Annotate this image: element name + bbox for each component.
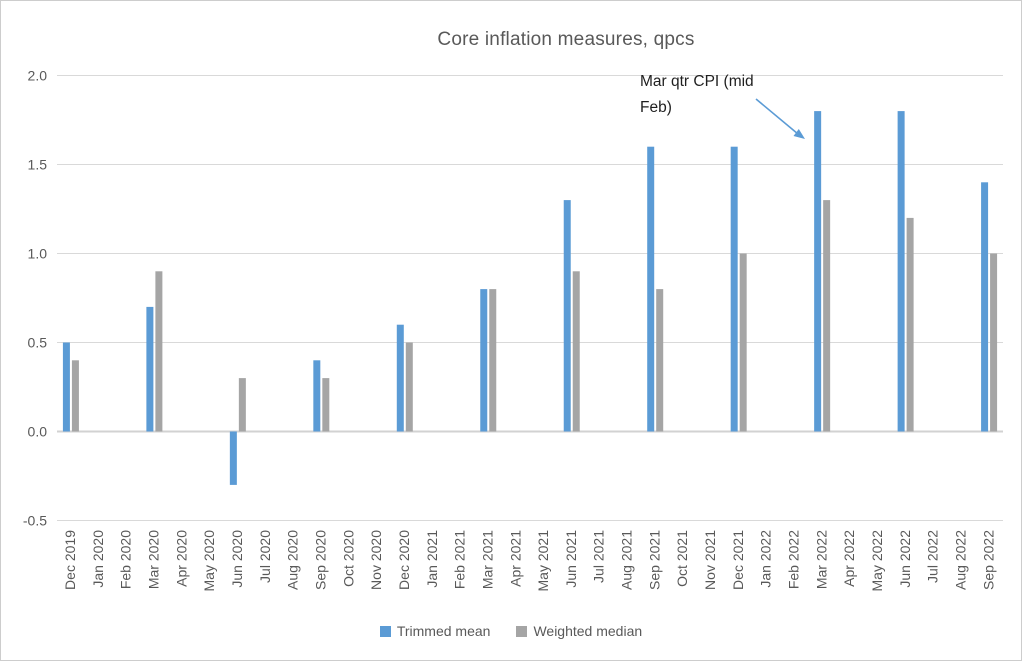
bar-trimmed-mean [480, 289, 488, 432]
y-tick-label: 0.5 [28, 335, 48, 351]
x-tick-label: Dec 2021 [730, 530, 746, 590]
x-tick-label: Sep 2020 [313, 530, 329, 590]
y-tick-label: 1.5 [28, 157, 48, 173]
bar-weighted-median [739, 253, 747, 432]
bar-weighted-median [656, 289, 664, 432]
bar-trimmed-mean [229, 431, 237, 485]
x-tick-label: Sep 2022 [980, 530, 996, 590]
annotation-arrow-head [793, 129, 805, 139]
annotation-arrow-line [755, 98, 799, 135]
x-tick-label: Jul 2021 [591, 530, 607, 583]
y-tick-label: -0.5 [23, 513, 47, 529]
annotation-line-2: Feb) [640, 99, 672, 116]
bar-weighted-median [238, 378, 246, 432]
x-tick-label: Oct 2020 [340, 530, 356, 587]
chart-legend: Trimmed mean Weighted median [1, 623, 1021, 639]
x-tick-label: May 2021 [535, 530, 551, 592]
bar-trimmed-mean [814, 111, 822, 432]
bar-weighted-median [405, 342, 413, 432]
x-tick-label: Aug 2022 [952, 530, 968, 590]
y-tick-label: 0.0 [28, 424, 48, 440]
x-tick-label: Aug 2021 [619, 530, 635, 590]
legend-item-weighted-median: Weighted median [516, 623, 642, 639]
bar-trimmed-mean [897, 111, 905, 432]
annotation-text: Mar qtr CPI (mid Feb) [640, 69, 802, 121]
x-tick-label: Dec 2019 [62, 530, 78, 590]
bar-trimmed-mean [730, 146, 738, 432]
x-tick-label: Jun 2020 [229, 530, 245, 588]
bar-trimmed-mean [647, 146, 655, 432]
x-tick-label: Apr 2021 [507, 530, 523, 587]
x-tick-label: Feb 2022 [786, 530, 802, 589]
x-tick-label: Feb 2021 [452, 530, 468, 589]
y-tick-label: 2.0 [28, 68, 48, 84]
legend-label-trimmed-mean: Trimmed mean [396, 623, 491, 639]
x-tick-label: Mar 2020 [146, 530, 162, 589]
bar-trimmed-mean [563, 200, 571, 432]
legend-swatch-trimmed-mean [379, 625, 391, 637]
bar-weighted-median [71, 360, 79, 432]
x-tick-label: May 2022 [869, 530, 885, 592]
bar-trimmed-mean [981, 182, 989, 432]
chart-title: Core inflation measures, qpcs [437, 29, 695, 50]
x-tick-label: Jun 2021 [563, 530, 579, 588]
legend-swatch-weighted-median [516, 625, 528, 637]
x-tick-label: Nov 2021 [702, 530, 718, 590]
x-tick-label: Nov 2020 [368, 530, 384, 590]
bar-weighted-median [489, 289, 497, 432]
bar-trimmed-mean [62, 342, 70, 432]
bar-weighted-median [990, 253, 998, 432]
legend-label-weighted-median: Weighted median [533, 623, 643, 639]
bar-trimmed-mean [313, 360, 321, 432]
bar-trimmed-mean [146, 306, 154, 432]
x-tick-label: Mar 2021 [479, 530, 495, 589]
x-tick-label: Jul 2022 [925, 530, 941, 583]
bar-weighted-median [155, 271, 163, 432]
x-tick-label: May 2020 [201, 530, 217, 592]
x-tick-label: Jan 2020 [90, 530, 106, 588]
x-tick-label: Jan 2021 [424, 530, 440, 588]
x-tick-label: Apr 2020 [173, 530, 189, 587]
legend-item-trimmed-mean: Trimmed mean [379, 623, 491, 639]
x-tick-label: Feb 2020 [118, 530, 134, 589]
x-tick-label: Oct 2021 [674, 530, 690, 587]
bar-weighted-median [823, 200, 831, 432]
bar-trimmed-mean [396, 324, 404, 432]
x-tick-label: Aug 2020 [285, 530, 301, 590]
x-tick-label: Mar 2022 [813, 530, 829, 589]
x-tick-label: Sep 2021 [646, 530, 662, 590]
x-tick-label: Dec 2020 [396, 530, 412, 590]
bar-weighted-median [572, 271, 580, 432]
x-tick-label: Jul 2020 [257, 530, 273, 583]
x-tick-label: Apr 2022 [841, 530, 857, 587]
annotation-line-1: Mar qtr CPI (mid [640, 73, 754, 90]
bar-weighted-median [906, 217, 914, 432]
y-tick-label: 1.0 [28, 246, 48, 262]
x-tick-label: Jan 2022 [758, 530, 774, 588]
bar-weighted-median [322, 378, 330, 432]
x-tick-label: Jun 2022 [897, 530, 913, 588]
